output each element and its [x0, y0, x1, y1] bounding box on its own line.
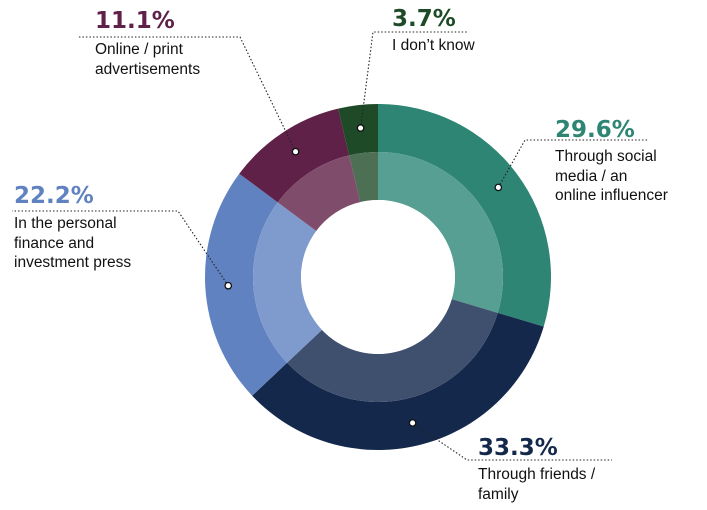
slice-outer-press — [204, 173, 288, 396]
leader-dot-press — [224, 281, 233, 290]
category-label-press: In the personal finance and investment p… — [14, 215, 132, 271]
slice-inner-friends-family — [287, 299, 498, 402]
slice-inner-advertisements — [277, 155, 361, 232]
percent-label-social-media: 29.6% — [555, 117, 635, 143]
donut-hole — [301, 200, 455, 354]
percent-label-press: 22.2% — [14, 183, 94, 209]
percent-label-dont-know: 3.7% — [392, 6, 456, 32]
category-label-dont-know: I don’t know — [392, 37, 475, 54]
slice-outer-friends-family — [252, 312, 544, 450]
leader-line-dont-know — [360, 31, 468, 129]
leader-dot-social-media — [494, 183, 503, 192]
leader-dot-dont-know — [356, 124, 365, 132]
leader-line-friends-family — [412, 422, 612, 461]
leader-line-social-media — [497, 139, 648, 188]
slice-inner-dont-know — [349, 152, 378, 203]
leader-dot-advertisements — [291, 147, 300, 156]
slice-outer-social-media — [378, 104, 551, 327]
percent-label-advertisements: 11.1% — [95, 8, 175, 34]
leader-dot-friends-family — [408, 419, 417, 427]
slice-inner-press — [252, 202, 322, 363]
category-label-advertisements: Online / print advertisements — [95, 41, 201, 78]
leader-line-press — [12, 210, 229, 287]
category-label-social-media: Through social media / an online influen… — [555, 148, 668, 204]
category-label-friends-family: Through friends / family — [478, 466, 596, 503]
leader-line-advertisements — [78, 36, 297, 152]
slice-outer-advertisements — [239, 108, 350, 203]
percent-label-friends-family: 33.3% — [478, 435, 558, 461]
slice-inner-social-media — [378, 152, 503, 313]
